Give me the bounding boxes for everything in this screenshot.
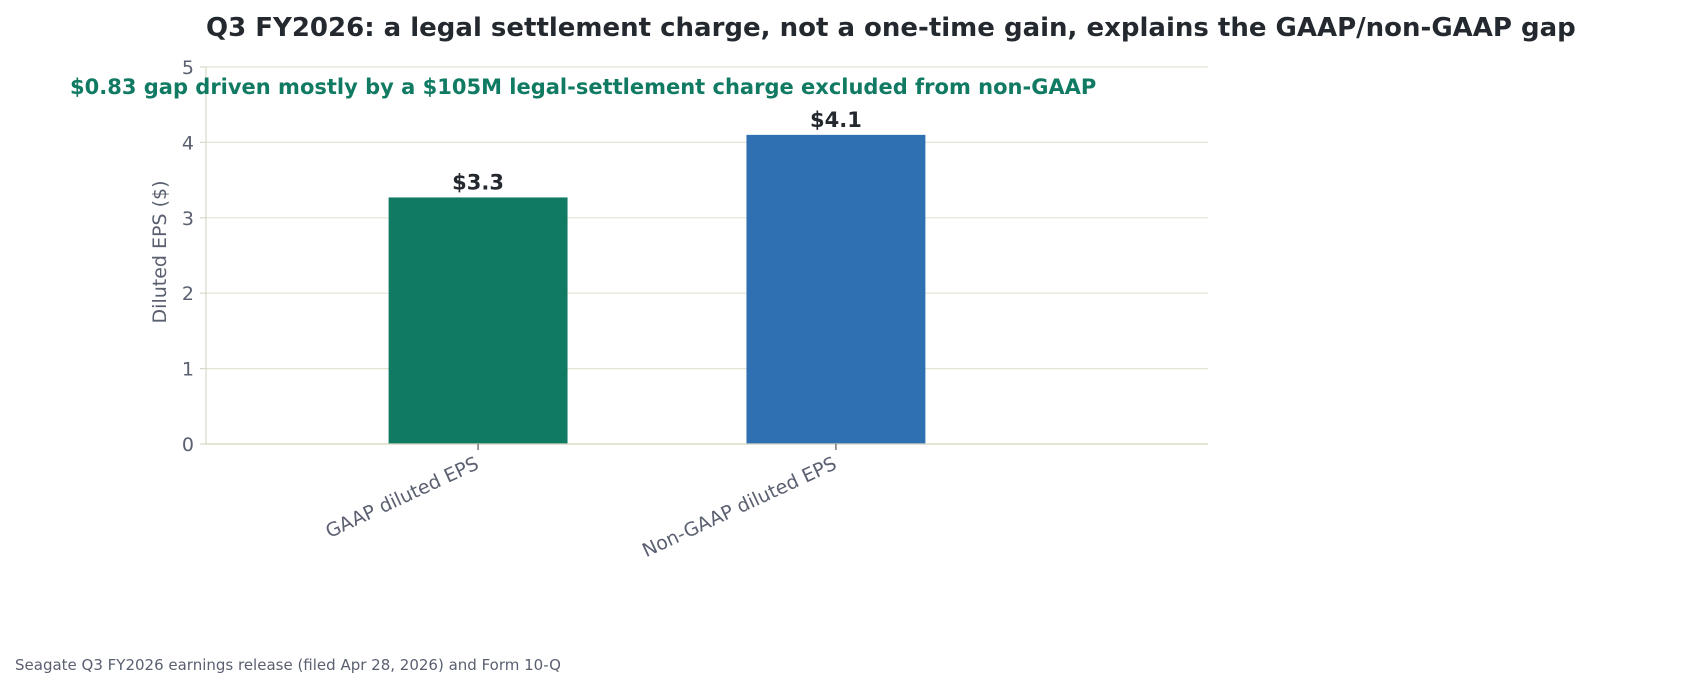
gridlines: [206, 66, 1208, 445]
y-tick-label: 5: [182, 57, 194, 79]
y-tick-label: 0: [182, 434, 194, 456]
y-tick-label: 4: [182, 132, 194, 154]
bar-value-label: $4.1: [810, 108, 862, 132]
y-axis-label: Diluted EPS ($): [149, 181, 171, 324]
bar-non-gaap: [746, 134, 926, 445]
source-note: Seagate Q3 FY2026 earnings release (file…: [15, 656, 561, 674]
y-tick-label: 3: [182, 208, 194, 230]
y-tick-label: 1: [182, 359, 194, 381]
bar-gaap: [388, 197, 568, 444]
x-tick-label: GAAP diluted EPS: [322, 453, 482, 543]
bar-value-label: $3.3: [452, 170, 504, 194]
y-tick-label: 2: [182, 283, 194, 305]
x-tick-label: Non-GAAP diluted EPS: [639, 453, 840, 562]
bars: [388, 134, 926, 445]
data-labels: $3.3 $4.1: [452, 108, 862, 195]
axes: 0 1 2 3 4 5 GAAP diluted EPS Non-GAAP diluted E…: [182, 57, 1208, 562]
chart-title: Q3 FY2026: a legal settlement charge, no…: [206, 13, 1576, 43]
chart-subtitle: $0.83 gap driven mostly by a $105M legal…: [70, 75, 1096, 99]
